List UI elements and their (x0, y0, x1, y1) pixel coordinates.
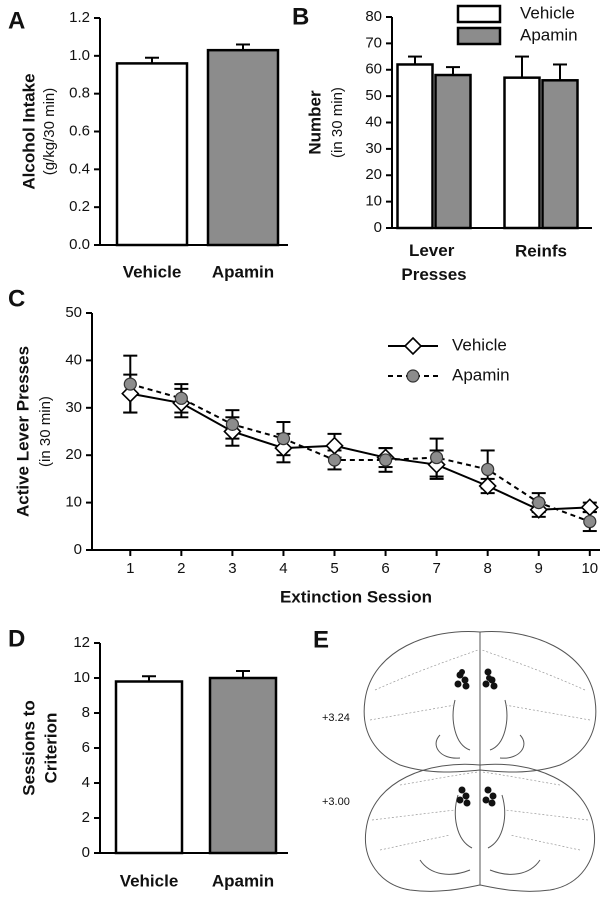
y-tick-label: 0 (74, 541, 82, 558)
marker (123, 377, 137, 391)
x-tick-label: 5 (330, 560, 338, 577)
x-tick-label: 4 (279, 560, 287, 577)
y-tick-label: 50 (365, 87, 382, 104)
y-tick-label: 70 (365, 34, 382, 51)
legend-marker (406, 369, 420, 383)
y-tick-label: 50 (65, 304, 82, 321)
atlas-drawing (363, 631, 597, 892)
marker (378, 453, 393, 467)
marker (532, 496, 546, 510)
y-axis-sublabel: (in 30 min) (329, 87, 346, 158)
legend-marker (403, 336, 423, 356)
bar (208, 676, 278, 855)
bar (434, 73, 472, 230)
y-tick-label: 30 (65, 399, 82, 416)
legend-label: Vehicle (520, 3, 575, 22)
x-tick-label: 3 (228, 560, 236, 577)
legend-marker (403, 336, 423, 356)
y-tick-label: 4 (82, 774, 90, 791)
y-tick-label: 40 (365, 113, 382, 130)
bar (115, 62, 189, 247)
x-tick-label: 1 (126, 560, 134, 577)
x-tick-label: 7 (432, 560, 440, 577)
panel-letter: B (292, 3, 309, 30)
x-axis-label: Extinction Session (280, 587, 432, 606)
y-tick-label: 10 (365, 193, 382, 210)
y-tick-label: 2 (82, 809, 90, 826)
bar (503, 76, 541, 230)
y-tick-label: 1.2 (69, 9, 90, 26)
x-tick-label: 8 (484, 560, 492, 577)
line (130, 392, 590, 511)
y-axis-sublabel: Criterion (41, 713, 60, 784)
panel-letter: D (8, 625, 25, 652)
y-tick-label: 60 (365, 61, 382, 78)
panel-letter: C (8, 285, 25, 312)
y-tick-label: 20 (365, 166, 382, 183)
y-tick-label: 80 (365, 8, 382, 25)
marker (583, 514, 597, 529)
y-tick-label: 1.0 (69, 47, 90, 64)
y-tick-label: 0 (374, 219, 382, 236)
marker (478, 476, 497, 496)
marker (430, 450, 444, 465)
bar (206, 48, 280, 247)
marker (276, 432, 291, 446)
legend-label: Apamin (452, 365, 510, 384)
y-tick-label: 0.0 (69, 236, 90, 253)
marker (481, 462, 495, 477)
x-tick-label: Reinfs (515, 241, 567, 260)
y-tick-label: 6 (82, 739, 90, 756)
x-tick-label: Apamin (212, 871, 274, 890)
marker (225, 417, 240, 431)
x-tick-label: 6 (381, 560, 389, 577)
y-axis-sublabel: (g/kg/30 min) (41, 88, 58, 176)
panel-letter: A (8, 7, 25, 34)
panel-letter: E (313, 626, 329, 653)
marker (274, 438, 293, 458)
y-tick-label: 0.2 (69, 198, 90, 215)
y-tick-label: 10 (65, 494, 82, 511)
y-tick-label: 30 (365, 140, 382, 157)
y-tick-label: 12 (73, 634, 90, 651)
y-tick-label: 0.8 (69, 85, 90, 102)
y-axis-sublabel: (in 30 min) (37, 396, 54, 467)
y-axis-label: Number (305, 90, 324, 155)
marker (174, 391, 188, 405)
y-tick-label: 0 (82, 844, 90, 861)
atlas-level: +3.24 (322, 712, 350, 724)
y-tick-label: 0.4 (69, 160, 90, 177)
marker (327, 453, 342, 467)
atlas-level: +3.00 (322, 796, 350, 808)
line (130, 383, 591, 523)
y-tick-label: 0.6 (69, 122, 90, 139)
legend-label: Vehicle (452, 335, 507, 354)
y-tick-label: 10 (73, 669, 90, 686)
legend-label: Apamin (520, 25, 578, 44)
y-axis-label: Alcohol Intake (19, 73, 38, 189)
x-tick-label: Vehicle (120, 871, 179, 890)
y-tick-label: 8 (82, 704, 90, 721)
legend-swatch (456, 26, 502, 46)
markers (123, 377, 597, 529)
y-axis-label: Active Lever Presses (13, 346, 32, 517)
bar (396, 63, 434, 230)
bar (541, 79, 579, 230)
y-tick-label: 20 (65, 446, 82, 463)
x-tick-label: 9 (535, 560, 543, 577)
legend-marker (406, 369, 420, 383)
y-axis-label: Sessions to (19, 700, 38, 795)
marker (121, 384, 140, 403)
bar (114, 680, 184, 855)
x-tick-label: 2 (177, 560, 185, 577)
x-tick-label: Lever Presses (401, 241, 466, 284)
y-tick-label: 40 (65, 351, 82, 368)
x-tick-label: 10 (581, 560, 598, 577)
legend-swatch (456, 4, 502, 24)
x-tick-label: Vehicle (123, 262, 182, 281)
x-tick-label: Apamin (212, 262, 274, 281)
